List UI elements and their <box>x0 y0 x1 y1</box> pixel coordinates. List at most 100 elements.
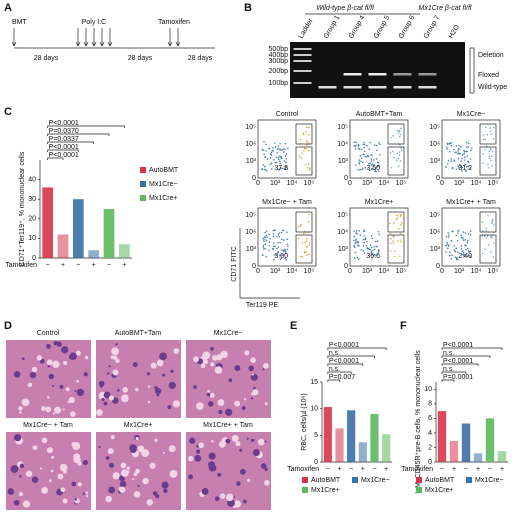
event-dot <box>269 163 272 166</box>
event-dot <box>277 145 280 148</box>
event-dot <box>370 160 373 162</box>
event-dot <box>265 150 267 152</box>
x-tick-label: − <box>326 466 330 473</box>
tissue-speck <box>54 406 62 414</box>
event-dot <box>262 237 265 240</box>
event-dot <box>273 254 275 256</box>
event-dot <box>371 163 374 165</box>
event-dot <box>464 163 467 166</box>
tissue-speck <box>159 352 167 361</box>
event-dot <box>308 253 310 256</box>
event-dot <box>304 131 307 133</box>
flow-tick: 0 <box>344 175 348 182</box>
tissue-speck <box>193 356 199 363</box>
tissue-speck <box>18 406 23 411</box>
event-dot <box>303 147 306 150</box>
event-dot <box>282 250 285 253</box>
tissue-speck <box>77 482 82 487</box>
tissue-speck <box>154 438 158 443</box>
flow-tick: 10³ <box>454 268 465 275</box>
sig-bracket <box>327 355 375 358</box>
bar <box>72 199 84 258</box>
flow-tick: 10⁵ <box>396 268 407 275</box>
event-dot <box>482 138 485 141</box>
event-dot <box>482 153 484 155</box>
legend-swatch <box>302 487 308 493</box>
tissue-speck <box>155 494 160 499</box>
event-dot <box>466 146 468 148</box>
tissue-speck <box>32 445 38 451</box>
event-dot <box>488 150 491 153</box>
event-dot <box>453 249 456 252</box>
tissue-speck <box>25 470 33 477</box>
tissue-speck <box>98 445 101 449</box>
gate-value: 36.6 <box>366 253 380 260</box>
event-dot <box>279 148 281 150</box>
event-dot <box>470 149 472 152</box>
event-dot <box>362 245 365 247</box>
tissue-speck <box>103 391 111 399</box>
event-dot <box>470 256 472 258</box>
y-axis-label: CD71⁺Ter119⁺, % mononuclear cells <box>19 151 26 266</box>
event-dot <box>490 133 493 135</box>
event-dot <box>264 168 266 171</box>
sig-label: P<0.0001 <box>329 342 359 349</box>
event-dot <box>465 249 467 251</box>
tissue-speck <box>147 400 151 404</box>
tissue-speck <box>216 354 223 361</box>
plot-title: Control <box>276 111 299 118</box>
event-dot <box>446 247 449 250</box>
tissue-speck <box>36 355 43 361</box>
ladder-band <box>293 48 312 50</box>
event-dot <box>278 235 281 238</box>
event-dot <box>450 240 453 242</box>
event-dot <box>360 160 362 163</box>
arrow <box>91 28 97 47</box>
event-dot <box>491 221 494 224</box>
tissue-speck <box>41 437 48 444</box>
event-dot <box>447 236 450 238</box>
tissue-speck <box>240 468 246 475</box>
event-dot <box>389 152 392 154</box>
event-dot <box>264 235 266 238</box>
tissue-speck <box>251 392 255 396</box>
event-dot <box>371 237 374 240</box>
event-dot <box>299 138 302 141</box>
tissue-speck <box>71 481 77 487</box>
event-dot <box>450 257 453 260</box>
flow-tick: 0 <box>348 268 352 275</box>
flow-tick: 10⁴ <box>471 180 482 187</box>
event-dot <box>272 242 275 244</box>
flow-tick: 0 <box>348 180 352 187</box>
event-dot <box>484 138 487 141</box>
event-dot <box>362 239 365 241</box>
tissue-speck <box>65 387 70 392</box>
legend-label: AutoBMT <box>311 477 341 484</box>
tissue-speck <box>19 474 22 478</box>
legend-label: Mx1Cre− <box>475 477 504 484</box>
tissue-speck <box>150 362 157 369</box>
tissue-speck <box>112 369 119 376</box>
tissue-speck <box>46 359 53 366</box>
event-dot <box>466 241 469 244</box>
tissue-speck <box>126 466 130 470</box>
event-dot <box>446 146 448 148</box>
tissue-speck <box>19 463 25 469</box>
flow-tick: 10³ <box>270 268 281 275</box>
event-dot <box>285 165 287 168</box>
y-tick-label: 0 <box>32 255 36 262</box>
sig-label: n.s. <box>329 366 340 373</box>
event-dot <box>359 234 362 236</box>
tissue-speck <box>220 350 228 359</box>
tissue-speck <box>10 465 19 473</box>
tissue-speck <box>108 395 115 401</box>
x-tick-label: + <box>452 466 456 473</box>
event-dot <box>302 232 305 235</box>
y-tick-label: 2 <box>428 444 432 451</box>
y-tick-label: 6 <box>428 415 432 422</box>
tissue-speck <box>149 462 156 469</box>
lane-label: H2O <box>448 23 462 39</box>
sig-bracket <box>441 379 455 382</box>
x-axis-label: Tamoxifen <box>5 262 37 269</box>
sig-label: P=0.007 <box>329 374 355 381</box>
